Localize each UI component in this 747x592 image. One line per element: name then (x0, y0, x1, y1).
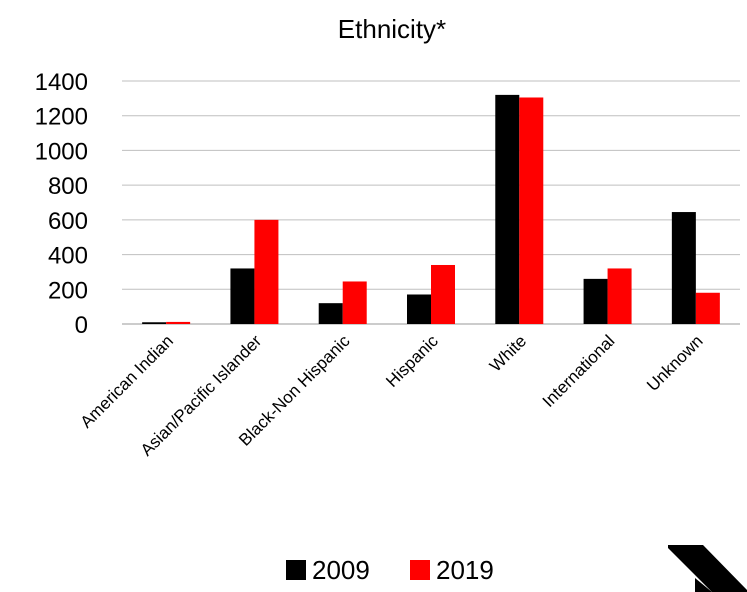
category-label: Hispanic (382, 331, 442, 391)
y-axis-ticks: 0 200 400 600 800 1000 1200 1400 (35, 69, 88, 339)
category-label: International (539, 331, 619, 411)
category-label: White (486, 331, 530, 375)
bar-2019-2 (342, 281, 367, 324)
bar-2009-1 (230, 268, 255, 324)
bar-2019-3 (431, 264, 455, 324)
y-tick-label: 600 (48, 208, 88, 235)
y-tick-label: 0 (75, 312, 88, 339)
diagonal-stripe-logo-icon (668, 545, 747, 592)
legend-swatch-2009 (286, 560, 306, 580)
legend: 2009 2019 (286, 555, 494, 585)
y-tick-label: 800 (48, 173, 88, 200)
category-label: Unknown (643, 331, 707, 395)
category-label: American Indian (77, 331, 177, 431)
gridlines (122, 80, 740, 325)
y-tick-label: 400 (48, 243, 88, 270)
bar-2009-6 (671, 212, 696, 324)
bar-2019-0 (166, 321, 191, 324)
bar-2019-5 (607, 268, 632, 324)
bar-2009-5 (583, 278, 608, 324)
bar-2019-1 (254, 219, 279, 324)
y-tick-label: 200 (48, 277, 88, 304)
bar-2019-6 (695, 292, 720, 324)
bars (142, 94, 720, 324)
bar-2009-2 (318, 303, 343, 324)
bar-2009-4 (495, 94, 520, 324)
y-tick-label: 1000 (35, 138, 88, 165)
legend-label-2019: 2019 (436, 555, 494, 585)
bar-2009-0 (142, 322, 167, 324)
y-tick-label: 1400 (35, 69, 88, 96)
bar-2009-3 (407, 294, 431, 324)
bar-2019-4 (519, 97, 544, 324)
legend-label-2009: 2009 (312, 555, 370, 585)
chart-title: Ethnicity* (338, 14, 446, 44)
y-tick-label: 1200 (35, 104, 88, 131)
legend-swatch-2019 (410, 560, 430, 580)
